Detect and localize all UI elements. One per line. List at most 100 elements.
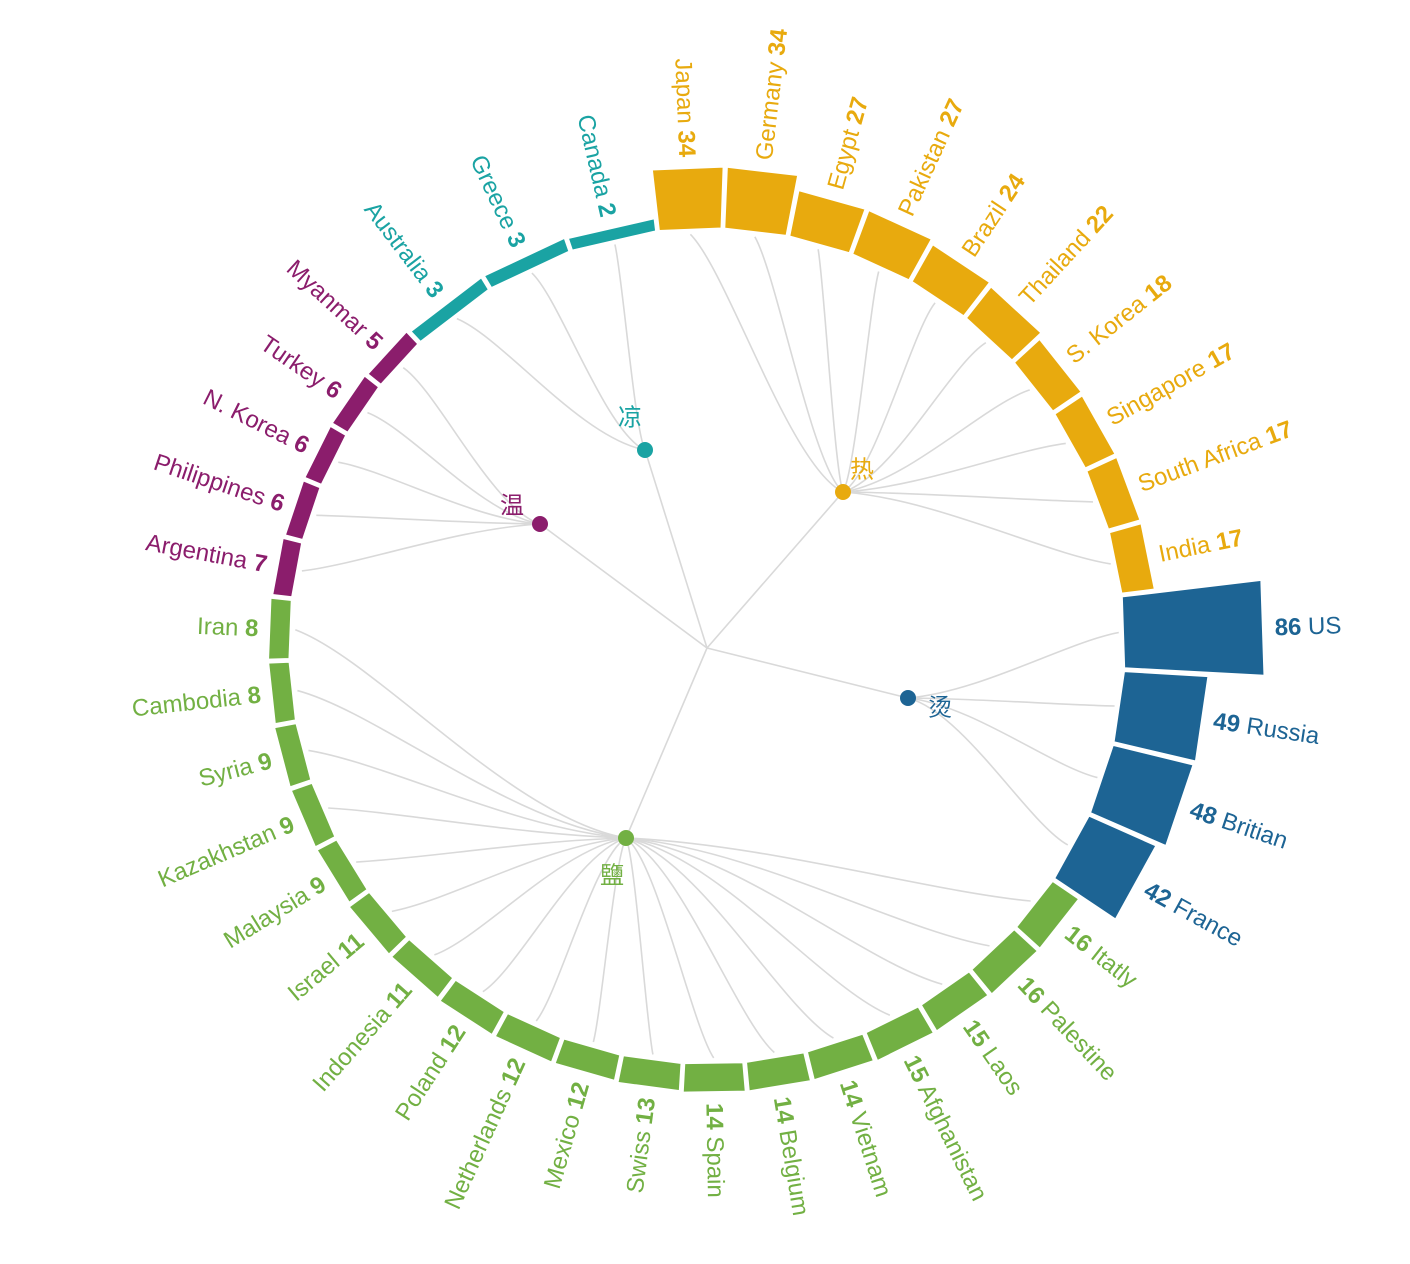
- group-label-green: 鹽: [600, 863, 624, 890]
- country-name: India: [1156, 530, 1213, 567]
- bar-canada: [567, 217, 657, 252]
- bar-afghanistan: [864, 1005, 935, 1062]
- label-australia: Australia 3: [359, 196, 449, 303]
- bar-india: [1108, 522, 1156, 595]
- bar-israel: [347, 891, 408, 956]
- label-pakistan: Pakistan 27: [893, 95, 970, 220]
- bar-swiss: [616, 1054, 683, 1092]
- label-belgium: 14 Belgium: [768, 1095, 814, 1218]
- link-iran: [295, 628, 627, 839]
- value-label: 49: [1212, 707, 1242, 738]
- label-us: 86 US: [1274, 612, 1342, 641]
- label-itatly: 16 Itatly: [1060, 920, 1143, 993]
- link-malaysia: [356, 837, 627, 863]
- country-name: Turkey: [255, 330, 330, 393]
- link-itatly: [625, 837, 1031, 902]
- country-name: Philippines: [151, 448, 270, 510]
- link-australia: [456, 317, 646, 451]
- country-name: South Africa: [1134, 427, 1265, 498]
- bar-brazil: [910, 243, 991, 318]
- bar-britian: [1089, 744, 1195, 847]
- link-cambodia: [297, 689, 627, 839]
- bar-egypt: [788, 189, 867, 254]
- link-greece: [531, 272, 646, 451]
- label-netherlands: Netherlands 12: [439, 1054, 531, 1213]
- label-japan: Japan 34: [670, 58, 701, 158]
- link-india: [842, 491, 1111, 565]
- value-label: 34: [673, 130, 701, 158]
- link-laos: [625, 837, 943, 986]
- country-name: Poland: [390, 1048, 453, 1125]
- country-name: Vietnam: [845, 1109, 898, 1201]
- country-name: Greece: [465, 151, 523, 234]
- bars-layer: [267, 166, 1265, 1094]
- label-greece: Greece 3: [465, 151, 531, 252]
- value-label: 17: [1214, 524, 1246, 556]
- label-thailand: Thailand 22: [1014, 200, 1119, 311]
- bar-philippines: [284, 479, 322, 541]
- link-canada: [614, 244, 646, 451]
- label-iran: Iran 8: [197, 612, 259, 641]
- link-myanmar: [402, 366, 541, 525]
- hub-link-green: [625, 647, 708, 839]
- link-japan: [689, 233, 844, 493]
- bar-kazakhstan: [290, 782, 337, 849]
- bar-palestine: [970, 928, 1039, 996]
- link-britian: [907, 697, 1098, 779]
- link-germany: [754, 236, 844, 493]
- country-name: Pakistan: [893, 125, 956, 220]
- label-malaysia: Malaysia 9: [219, 871, 331, 954]
- country-name: Cambodia: [131, 683, 243, 722]
- value-label: 2: [592, 200, 621, 219]
- country-name: Swiss: [621, 1129, 656, 1195]
- group-label-purple: 温: [500, 493, 524, 520]
- country-name: Australia: [359, 196, 438, 287]
- country-name: Syria: [196, 752, 256, 792]
- link-argentina: [301, 523, 541, 572]
- group-nodes-layer: 烫鹽 温 凉热: [500, 405, 952, 890]
- label-palestine: 16 Palestine: [1012, 971, 1122, 1086]
- value-label: 7: [251, 549, 269, 578]
- value-label: 13: [630, 1096, 660, 1126]
- group-node-teal: [637, 442, 653, 458]
- bar-laos: [920, 970, 990, 1033]
- value-label: 14: [768, 1095, 799, 1126]
- label-vietnam: 14 Vietnam: [834, 1077, 897, 1200]
- link-pakistan: [842, 271, 880, 493]
- link-belgium: [625, 837, 775, 1054]
- country-name: Netherlands: [439, 1084, 517, 1213]
- country-name: Kazakhstan: [154, 818, 280, 892]
- label-myanmar: Myanmar 5: [281, 254, 388, 355]
- label-n-korea: N. Korea 6: [199, 384, 314, 459]
- link-turkey: [367, 411, 541, 525]
- label-spain: 14 Spain: [701, 1103, 730, 1198]
- label-swiss: Swiss 13: [621, 1096, 660, 1195]
- label-canada: Canada 2: [572, 112, 622, 220]
- link-afghanistan: [625, 837, 891, 1016]
- country-name: Iran: [197, 612, 239, 641]
- label-israel: Israel 11: [282, 927, 369, 1006]
- value-label: 8: [245, 614, 259, 642]
- link-brazil: [842, 302, 936, 493]
- country-name: Canada: [572, 112, 617, 201]
- label-france: 42 France: [1140, 876, 1248, 952]
- label-syria: Syria 9: [196, 747, 275, 792]
- group-node-green: [618, 830, 634, 846]
- label-kazakhstan: Kazakhstan 9: [154, 811, 298, 893]
- country-name: Belgium: [774, 1128, 815, 1218]
- country-name: Indonesia: [307, 1000, 397, 1096]
- link-thailand: [842, 342, 987, 493]
- group-node-blue: [900, 690, 916, 706]
- country-name: Malaysia: [219, 881, 314, 954]
- label-poland: Poland 12: [390, 1020, 471, 1125]
- bar-s-korea: [1013, 338, 1083, 413]
- hub-link-blue: [706, 647, 909, 699]
- link-poland: [482, 837, 627, 993]
- bar-vietnam: [806, 1032, 875, 1081]
- link-france: [907, 697, 1069, 846]
- country-name: Mexico: [539, 1111, 586, 1192]
- label-brazil: Brazil 24: [956, 168, 1031, 261]
- link-israel: [391, 837, 627, 913]
- country-name: Germany: [750, 60, 788, 161]
